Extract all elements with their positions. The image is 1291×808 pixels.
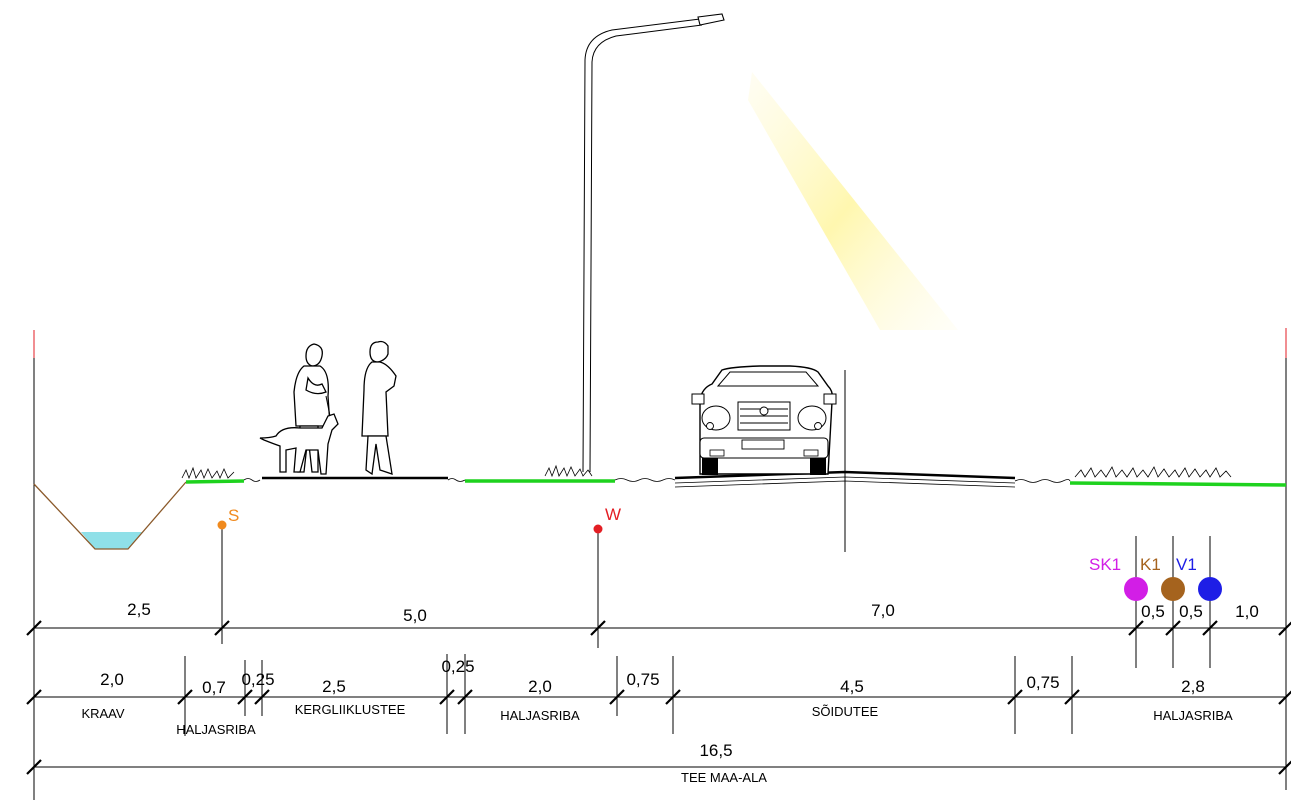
utility-sk1-label: SK1	[1089, 555, 1121, 574]
utility-k1-pipe	[1161, 577, 1185, 601]
utility-w-label: W	[605, 505, 621, 524]
dim-top-4: 0,5	[1141, 602, 1165, 621]
utility-sk1: SK1	[1089, 555, 1148, 601]
dimension-row-middle: 2,0 0,7 0,25 2,5 0,25 2,0 0,75 4,5 0,75 …	[26, 654, 1291, 737]
ditch	[33, 481, 187, 550]
utility-sk1-pipe	[1124, 577, 1148, 601]
ditch-water	[81, 532, 142, 549]
dim-top-2: 5,0	[403, 606, 427, 625]
label-haljasriba-1: HALJASRIBA	[176, 722, 256, 737]
dim-mid-2: 0,7	[202, 678, 226, 697]
dim-top-6: 1,0	[1235, 602, 1259, 621]
pedestrian	[361, 340, 397, 476]
lamp-light-beam	[748, 72, 958, 330]
dim-top-3: 7,0	[871, 601, 895, 620]
utility-w: W	[593, 505, 621, 534]
dim-mid-10: 2,8	[1181, 677, 1205, 696]
utility-v1-pipe	[1198, 577, 1222, 601]
dim-mid-1: 2,0	[100, 670, 124, 689]
utility-w-marker	[593, 524, 603, 534]
utility-s: S	[217, 506, 239, 530]
dim-total-value: 16,5	[699, 741, 732, 760]
label-tee-maa-ala: TEE MAA-ALA	[681, 770, 767, 785]
utility-k1: K1	[1140, 555, 1185, 601]
street-lamp	[582, 13, 725, 473]
dim-top-5: 0,5	[1179, 602, 1203, 621]
utility-s-marker	[217, 520, 227, 530]
dimension-row-total: 16,5 TEE MAA-ALA	[26, 741, 1291, 785]
dim-mid-5: 0,25	[441, 657, 474, 676]
dim-mid-8: 4,5	[840, 677, 864, 696]
dim-mid-7: 0,75	[626, 670, 659, 689]
dimension-row-top: 2,5 5,0 7,0 0,5 0,5 1,0	[26, 600, 1291, 636]
dim-mid-3: 0,25	[241, 670, 274, 689]
car	[691, 365, 837, 475]
label-haljasriba-2: HALJASRIBA	[500, 708, 580, 723]
utility-k1-label: K1	[1140, 555, 1161, 574]
label-soidutee: SÕIDUTEE	[812, 704, 879, 719]
label-kraav: KRAAV	[81, 706, 124, 721]
utility-lines	[221, 525, 1211, 668]
label-kergliiklustee: KERGLIIKLUSTEE	[295, 702, 406, 717]
dim-mid-6: 2,0	[528, 677, 552, 696]
dim-top-1: 2,5	[127, 600, 151, 619]
dim-mid-9: 0,75	[1026, 673, 1059, 692]
utility-v1: V1	[1176, 555, 1222, 601]
label-haljasriba-3: HALJASRIBA	[1153, 708, 1233, 723]
utility-s-label: S	[228, 506, 239, 525]
pedestrian-with-dog	[259, 343, 339, 475]
dim-mid-4: 2,5	[322, 677, 346, 696]
utility-v1-label: V1	[1176, 555, 1197, 574]
